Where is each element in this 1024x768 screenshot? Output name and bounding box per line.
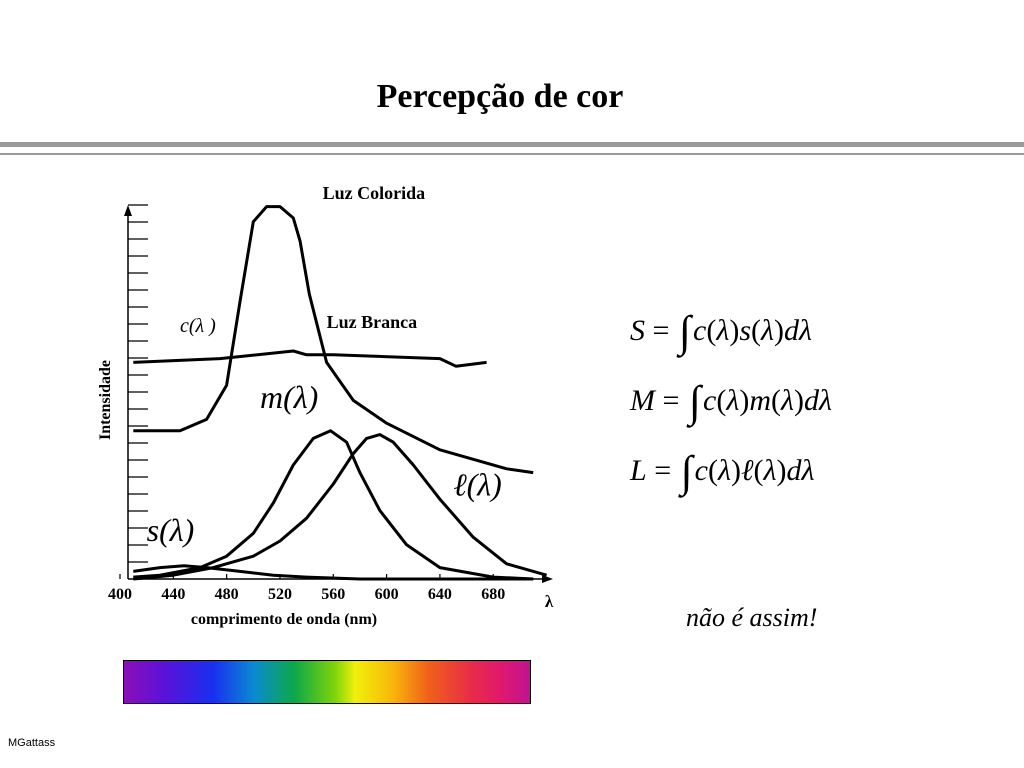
integral-sign: ∫: [678, 307, 691, 356]
lambda: λ: [716, 314, 730, 347]
x-tick-label: 520: [268, 586, 292, 603]
formula-dlambda: dλ: [784, 314, 812, 347]
x-tick-label: 600: [375, 586, 399, 603]
equals-sign: =: [645, 314, 677, 347]
title-rule-thin: [0, 153, 1024, 155]
x-tick-label: 640: [428, 586, 452, 603]
paren: (: [706, 314, 717, 347]
x-tick-label: 440: [161, 586, 185, 603]
visible-spectrum-bar: [123, 660, 531, 704]
formula-fn: m: [749, 384, 771, 417]
series-label: Luz Colorida: [323, 183, 426, 203]
paren: (: [716, 384, 727, 417]
lambda: λ: [763, 454, 777, 487]
paren: ): [776, 454, 787, 487]
lambda: λ: [718, 454, 731, 487]
equals-sign: =: [646, 454, 679, 487]
paren: (: [751, 314, 761, 347]
x-tick-label: 480: [215, 586, 239, 603]
x-axis-title: comprimento de onda (nm): [191, 611, 377, 628]
footer-author: MGattass: [8, 737, 56, 749]
formula-dlambda: dλ: [803, 384, 832, 417]
x-tick-label: 680: [481, 586, 505, 603]
formula-dlambda: dλ: [786, 454, 815, 487]
chart-labels: c(λ ) Luz Colorida Luz Branca m(λ) ℓ(λ) s(λ): [147, 183, 502, 548]
lambda: λ: [726, 384, 740, 417]
slide-title: Percepção de cor: [376, 78, 624, 115]
integral-sign: ∫: [680, 447, 693, 496]
title-rule-thick: [0, 142, 1024, 147]
series-label: m(λ): [260, 379, 318, 415]
paren: ): [774, 314, 784, 347]
formula-m: M = ∫c(λ)m(λ)dλ: [630, 370, 832, 426]
formula-fn: s: [739, 314, 751, 347]
chart-ticks: 400 440 480 520 560 600 640 680 λ comprimento de …: [97, 204, 554, 628]
curve-m: [133, 429, 534, 581]
paren: (: [708, 454, 718, 487]
formula-lhs: M: [630, 384, 655, 417]
x-axis-lambda-label: λ: [545, 592, 554, 611]
curve-c: [133, 205, 534, 475]
x-tick-label: 560: [321, 586, 345, 603]
paren: ): [731, 454, 741, 487]
formula-l: L = ∫c(λ)ℓ(λ)dλ: [630, 440, 815, 496]
chart-curves: [133, 205, 548, 581]
formula-lhs: L: [630, 454, 647, 487]
series-label: Luz Branca: [327, 312, 418, 332]
x-tick-label: 400: [108, 586, 132, 603]
formula-fn: ℓ: [741, 454, 754, 487]
curve-s: [133, 564, 534, 581]
paren: ): [729, 314, 740, 347]
paren: ): [793, 384, 804, 417]
paren: (: [753, 454, 764, 487]
curve-: [133, 433, 548, 581]
formula-c: c: [692, 314, 707, 347]
y-axis-title: Intensidade: [97, 360, 114, 440]
x-axis-arrowhead: [542, 575, 553, 583]
equals-sign: =: [655, 384, 687, 417]
paren: ): [739, 384, 750, 417]
formula-lhs: S: [630, 314, 645, 347]
note-text: não é assim!: [686, 603, 818, 632]
y-axis-arrowhead: [124, 205, 132, 216]
integral-sign: ∫: [688, 377, 701, 426]
formula-c: c: [702, 384, 717, 417]
paren: (: [770, 384, 781, 417]
series-label: ℓ(λ): [453, 466, 502, 502]
curve-luzbranca: [133, 349, 487, 368]
series-label: s(λ): [147, 512, 195, 548]
lambda: λ: [761, 314, 774, 347]
series-label: c(λ ): [180, 315, 216, 337]
lambda: λ: [780, 384, 794, 417]
formula-s: S = ∫c(λ)s(λ)dλ: [630, 300, 812, 356]
formula-c: c: [694, 454, 708, 487]
